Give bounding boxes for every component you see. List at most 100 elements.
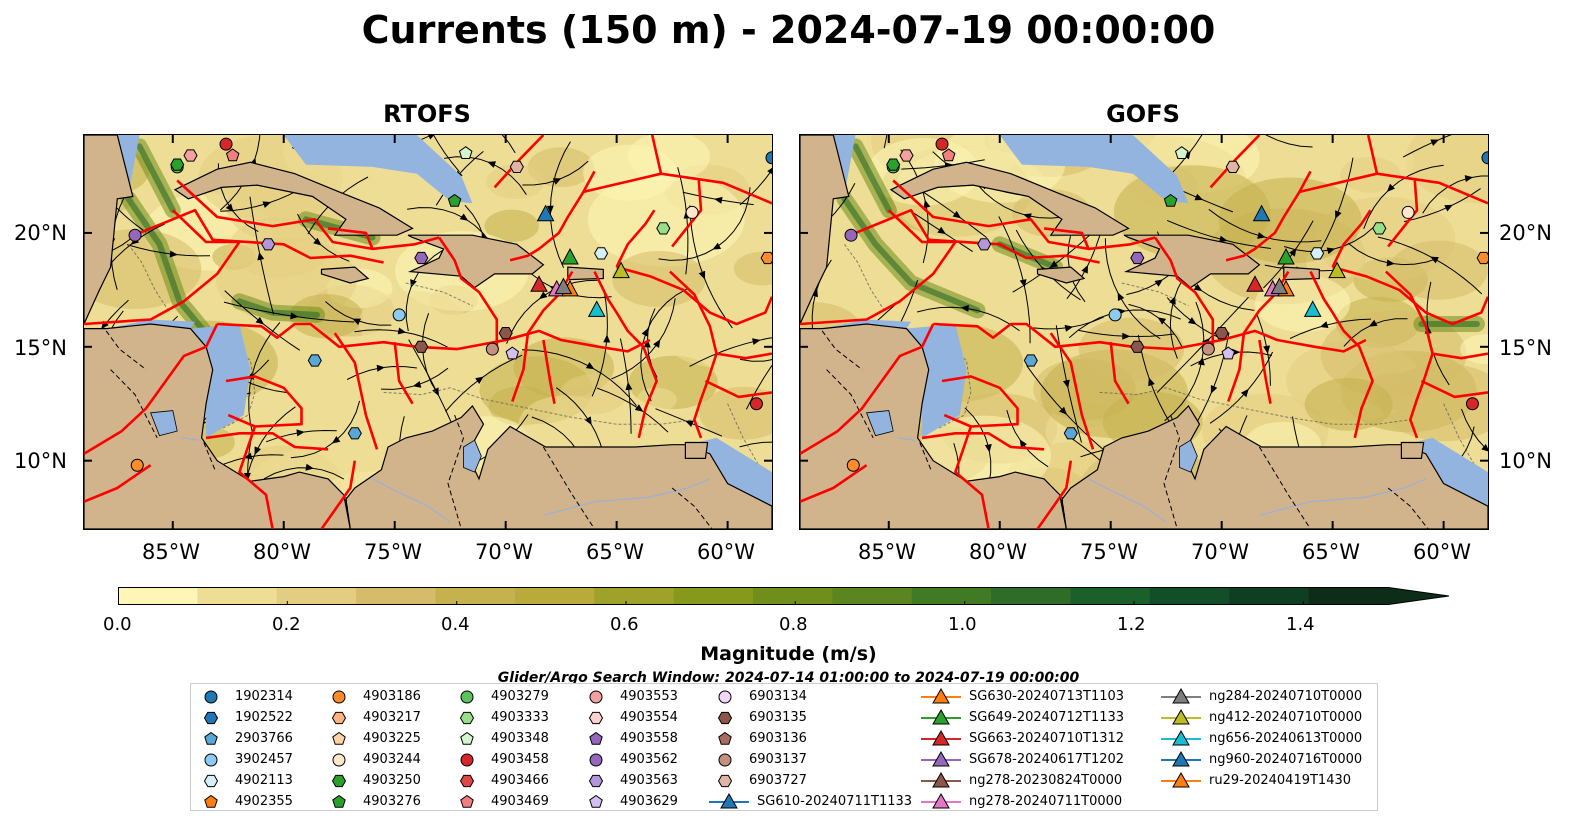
streamline-arrow [937,226,946,235]
streamline-arrow [427,135,437,140]
eez-boundary [800,464,868,503]
argo-float-marker [1214,327,1229,340]
legend-label: 4903348 [491,731,549,746]
cuba [889,161,1130,236]
streamline-arrow [984,444,992,453]
streamline-arrow [1430,139,1440,146]
eez-boundary [583,172,772,205]
legend-label: ng284-20240710T0000 [1209,689,1363,704]
streamline-arrow [1049,260,1059,269]
legend-label: 1902314 [235,689,293,704]
streamline [1363,164,1444,229]
depth-contour [937,341,972,430]
streamline-arrow [634,404,644,412]
eez-boundary [393,342,414,405]
float-legend-icon [459,711,475,725]
river [1259,478,1427,516]
streamline-arrow [1386,183,1395,192]
argo-float-marker [392,308,406,322]
pentagon-icon [204,731,218,745]
lat-tick-right-20: 20°N [1499,221,1552,245]
glider-marker [1270,277,1289,295]
argo-float-marker [935,137,949,151]
float-legend-icon [589,753,603,767]
argo-float-marker [447,193,462,207]
legend: 1902314 1902522 2903766 3902457 4902113 49023… [190,683,1378,811]
legend-label: 4903554 [620,710,678,725]
orinoco-shelf [1403,437,1488,507]
glider-marker [612,261,630,279]
argo-float-marker [899,149,914,162]
legend-label: SG663-20240710T1312 [969,731,1125,746]
lon-tick-right-80: 80°W [969,540,1027,564]
legend-label: 2903766 [235,731,293,746]
argo-float-marker [183,149,198,162]
streamline-arrow [1157,317,1167,325]
glider-legend-icon [921,709,961,725]
argo-float-marker [1174,146,1189,160]
streamline-arrow [475,376,484,384]
country-border [447,414,465,529]
colorbar-segment [753,587,833,605]
lon-tick-left-60: 60°W [697,540,755,564]
legend-title: Glider/Argo Search Window: 2024-07-14 01… [497,670,1080,686]
streamline [1265,135,1313,148]
eez-boundary [650,135,663,174]
eez-boundary [1036,460,1073,529]
colorbar-segment [832,587,913,605]
glider-marker [1246,275,1264,292]
argo-float-marker [1221,346,1236,360]
cbar-tick-5: 1.0 [948,614,977,635]
streamline-arrow [752,338,761,346]
glider-legend-icon [1161,730,1201,746]
float-legend-icon [460,731,474,745]
argo-float-marker [1225,160,1240,173]
colorbar-segment [911,587,992,605]
streamline [223,301,355,323]
streamline-arrow [255,316,265,325]
depth-contour [843,244,885,311]
eez-boundary [704,379,772,399]
streamline-arrow [1117,292,1125,302]
streamline-arrow [653,339,661,348]
legend-label: 4903276 [363,794,421,809]
hexagon-icon [203,711,219,725]
circle-icon [204,690,218,704]
streamline [421,313,438,394]
eez-boundary [1420,379,1488,399]
eez-boundary [493,135,545,189]
lon-tick-left-85: 85°W [142,540,200,564]
float-legend-icon [204,690,218,704]
colorbar-segment [118,587,198,605]
magnitude-patch [228,217,330,278]
argo-float-marker [414,340,429,353]
glider-legend-icon [1161,772,1201,788]
legend-label: ng960-20240716T0000 [1209,752,1363,767]
streamline-arrow [376,364,385,372]
argo-float-marker [128,228,142,242]
streamline-arrow [296,429,305,437]
glider-legend-icon [709,793,749,809]
argo-float-marker [219,137,233,151]
streamline [1461,408,1488,452]
streamline-arrow [685,420,694,428]
streamline [611,298,676,380]
legend-label: 4903250 [363,773,421,788]
streamline-arrow [412,380,422,388]
streamline [1137,334,1178,435]
streamline [126,244,211,257]
eez-boundary [205,431,329,451]
streamline [740,358,772,362]
streamline-arrow [714,196,723,204]
legend-label: ng278-20240711T0000 [969,794,1123,809]
streamline-arrow [1154,279,1164,287]
streamline-arrow [585,362,595,370]
streamline-arrow [1240,388,1249,398]
streamline [521,349,637,407]
nicaragua-shelf [906,324,967,438]
streamline-arrow [1326,247,1336,255]
legend-label: 4903563 [620,773,678,788]
magnitude-patch [527,147,594,188]
country-border [826,369,874,439]
argo-float-marker [509,160,524,173]
